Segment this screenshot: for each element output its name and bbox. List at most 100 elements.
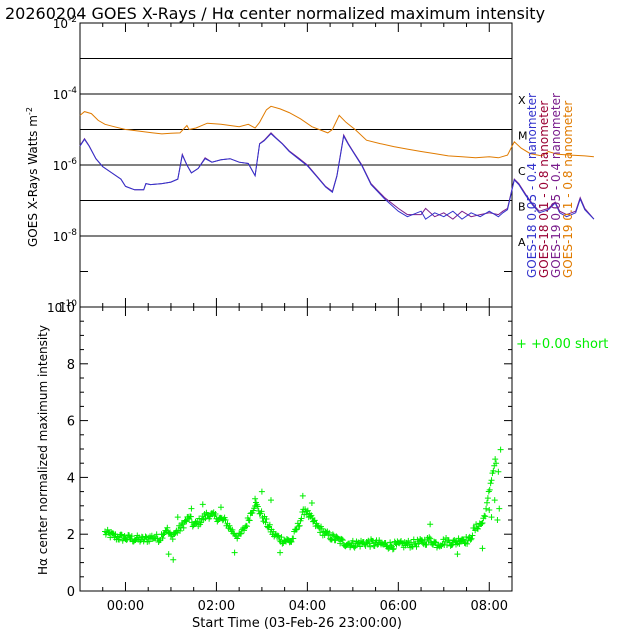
halpha-data-point [249, 509, 256, 516]
halpha-data-point [487, 480, 494, 487]
halpha-data-point [118, 531, 125, 538]
halpha-data-point [494, 517, 501, 523]
halpha-data-point [121, 533, 128, 540]
halpha-legend: + +0.00 short [516, 337, 608, 352]
halpha-data-point [171, 531, 178, 538]
halpha-data-point [308, 512, 315, 519]
halpha-x-axis-title: Start Time (03-Feb-26 23:00:00) [192, 616, 402, 631]
halpha-data-point [469, 532, 476, 539]
halpha-data-point [464, 537, 471, 544]
xray-series-group [79, 105, 595, 220]
y-tick-label-exponent: -2 [68, 15, 77, 25]
halpha-data-point [382, 539, 389, 546]
halpha-data-point [263, 515, 270, 522]
y-tick-label-base: 10 [53, 17, 68, 31]
flare-class-labels: X M C B A [518, 94, 528, 249]
halpha-data-point [423, 541, 430, 548]
xray-legend-entry-1: GOES-18 0.1 - 0.8 nanometer [537, 101, 551, 278]
flare-class-label-a: A [518, 236, 526, 249]
halpha-x-axis: 00:00 02:00 04:00 06:00 08:00 [79, 23, 513, 614]
halpha-data-point [267, 497, 274, 504]
y-tick-label: 10-6 [53, 157, 78, 173]
halpha-data-point [483, 499, 490, 506]
halpha-plot-frame [79, 306, 513, 592]
xray-legend-entry-0: GOES-18 0.05 - 0.4 nanometer [525, 93, 539, 278]
halpha-data-point [491, 497, 498, 504]
halpha-data-point [165, 551, 172, 558]
halpha-data-point [326, 529, 333, 536]
halpha-data-point [207, 513, 214, 520]
halpha-data-point [226, 522, 233, 529]
halpha-data-point [479, 545, 486, 552]
halpha-data-point [408, 539, 415, 546]
halpha-data-point [222, 516, 229, 523]
halpha-data-point [496, 505, 503, 512]
halpha-data-point [126, 532, 133, 539]
y-tick-label-exponent: -6 [68, 157, 77, 167]
halpha-data-point [427, 535, 434, 542]
halpha-data-point [488, 477, 495, 484]
halpha-data-point [278, 534, 285, 541]
y-tick-label-base: 10 [53, 230, 68, 244]
halpha-data-point [329, 531, 336, 538]
y-tick-label-base: 10 [53, 159, 68, 173]
halpha-data-point [146, 538, 153, 545]
halpha-data-point [432, 539, 439, 546]
halpha-data-point [229, 526, 236, 533]
halpha-data-point [385, 545, 392, 552]
halpha-data-point [258, 508, 265, 515]
halpha-data-point [486, 507, 493, 514]
halpha-data-point [483, 505, 490, 512]
halpha-data-point [243, 523, 250, 530]
halpha-data-point [474, 525, 481, 532]
halpha-data-point [308, 499, 315, 506]
halpha-data-point [371, 542, 378, 549]
flare-class-label-m: M [518, 130, 528, 143]
halpha-data-point [293, 526, 300, 533]
halpha-data-point [262, 519, 269, 526]
flare-class-label-b: B [518, 201, 526, 214]
y-tick-label: 10-8 [53, 228, 78, 244]
halpha-data-point [339, 537, 346, 544]
flare-class-label-c: C [518, 165, 526, 178]
halpha-data-point [202, 515, 209, 522]
halpha-data-point [159, 535, 166, 542]
halpha-data-point [241, 527, 248, 534]
halpha-data-point [197, 519, 204, 526]
halpha-data-point [389, 546, 396, 553]
halpha-data-point [456, 540, 463, 547]
halpha-panel: 0 2 4 6 8 10 00:00 02:00 04:00 06:00 08:00 + +0.0… [36, 23, 608, 631]
halpha-data-point [234, 535, 241, 542]
halpha-data-point [461, 539, 468, 546]
halpha-data-point [128, 533, 135, 540]
y-tick-label-exponent: -10 [62, 299, 77, 309]
halpha-legend-entry: + +0.00 short [516, 337, 608, 352]
halpha-data-point [328, 536, 335, 543]
halpha-data-point [298, 515, 305, 522]
halpha-data-point [362, 542, 369, 549]
halpha-scatter-points [102, 446, 504, 563]
halpha-data-point [279, 540, 286, 547]
halpha-data-point [275, 533, 282, 540]
flare-class-lines [80, 58, 512, 237]
halpha-y-tick-label: 4 [67, 471, 75, 486]
halpha-data-point [366, 540, 373, 547]
halpha-y-tick-label: 8 [67, 358, 75, 373]
flare-class-label-x: X [518, 94, 526, 107]
halpha-data-point [460, 536, 467, 543]
halpha-data-point [114, 533, 121, 540]
halpha-data-point [178, 520, 185, 527]
xray-series-line-0 [79, 105, 594, 159]
halpha-data-point [238, 530, 245, 537]
x-tick-label: 08:00 [471, 599, 508, 614]
x-tick-label: 02:00 [198, 599, 235, 614]
halpha-data-point [266, 521, 273, 528]
halpha-data-point [196, 515, 203, 522]
y-tick-label-exponent: -4 [68, 86, 77, 96]
halpha-data-point [338, 536, 345, 543]
y-tick-label: 10-2 [53, 15, 77, 31]
halpha-data-point [299, 492, 306, 499]
halpha-data-point [467, 536, 474, 543]
halpha-data-point [427, 521, 434, 528]
x-tick-label: 06:00 [380, 599, 417, 614]
